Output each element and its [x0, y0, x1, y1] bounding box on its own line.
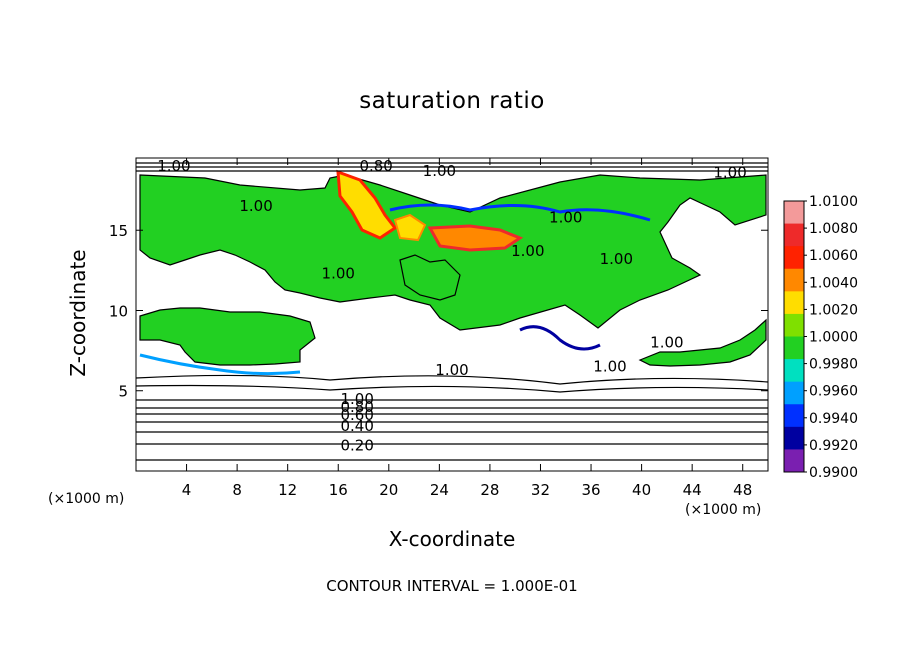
x-tick-label: 4	[182, 481, 192, 499]
x-tick-label: 44	[683, 481, 702, 499]
x-tick-label: 32	[531, 481, 550, 499]
supersaturated-spot	[336, 169, 398, 240]
x-tick-label: 8	[232, 481, 242, 499]
colorbar-label: 1.0020	[809, 302, 858, 318]
saturated-region	[638, 318, 767, 367]
x-tick-label: 16	[329, 481, 348, 499]
x-axis-ticks: 4 8 12 16 20 24 28 32 36 40 44 48	[182, 158, 752, 499]
colorbar-swatch	[784, 313, 804, 337]
contour-label: 0.80	[359, 157, 392, 175]
saturated-region	[139, 307, 316, 366]
colorbar-swatch	[784, 246, 804, 270]
contour-label: 1.00	[511, 242, 544, 260]
x-tick-label: 40	[632, 481, 651, 499]
contour-label: 1.00	[157, 157, 190, 175]
colorbar-swatch	[784, 359, 804, 383]
subsaturated-edge	[389, 203, 651, 222]
colorbar-label: 1.0000	[809, 330, 858, 346]
colorbar-swatch	[784, 426, 804, 450]
contour-label: 1.00	[340, 390, 373, 408]
y-tick-label: 5	[118, 383, 128, 401]
x-axis-label: X-coordinate	[388, 527, 516, 551]
y-axis-ticks: 5 10 15	[109, 222, 768, 401]
colorbar-swatch	[784, 381, 804, 405]
colorbar-label: 0.9940	[809, 411, 858, 427]
x-tick-label: 48	[733, 481, 752, 499]
colorbar-label: 1.0080	[809, 221, 858, 237]
contour-label: 0.60	[340, 406, 373, 424]
colorbar: 1.0100 1.0080 1.0060 1.0040 1.0020 1.0000 0.99…	[783, 194, 858, 481]
x-tick-label: 24	[430, 481, 449, 499]
contour-line	[136, 374, 768, 385]
x-unit-label-left: (×1000 m)	[48, 491, 125, 507]
colorbar-label: 1.0040	[809, 275, 858, 291]
low-level-contours	[136, 162, 768, 461]
colorbar-label: 1.0100	[809, 194, 858, 210]
saturated-regions	[139, 174, 767, 367]
colorbar-swatch	[784, 223, 804, 247]
saturated-region	[399, 254, 461, 301]
contour-label: 1.00	[322, 265, 355, 283]
contour-label: 1.00	[435, 361, 468, 379]
contour-label: 0.20	[340, 436, 373, 454]
contour-line	[136, 384, 768, 393]
contour-label: 1.00	[423, 162, 456, 180]
subsaturated-edges	[139, 203, 651, 376]
contour-label: 1.00	[600, 250, 633, 268]
subsaturated-edge	[139, 353, 301, 376]
contour-label: 0.80	[340, 398, 373, 416]
chart-title: saturation ratio	[359, 88, 545, 114]
contour-label: 1.00	[549, 208, 582, 226]
x-tick-label: 36	[581, 481, 600, 499]
colorbar-swatch	[784, 201, 804, 225]
contour-interval-note: CONTOUR INTERVAL = 1.000E-01	[326, 577, 578, 595]
x-tick-label: 20	[379, 481, 398, 499]
plot-frame	[135, 157, 769, 472]
subsaturated-edge	[519, 325, 601, 351]
supersaturated-spots	[336, 169, 524, 252]
x-unit-label-right: (×1000 m)	[685, 502, 762, 518]
contour-label: 1.00	[713, 163, 746, 181]
colorbar-swatch	[784, 291, 804, 315]
colorbar-label: 0.9920	[809, 438, 858, 454]
contour-label: 1.00	[650, 334, 683, 352]
supersaturated-spot	[393, 213, 427, 242]
contour-label: 0.40	[340, 417, 373, 435]
y-tick-label: 10	[109, 302, 128, 320]
y-tick-label: 15	[109, 222, 128, 240]
colorbar-label: 0.9900	[809, 465, 858, 481]
colorbar-swatch	[784, 268, 804, 292]
plot-field: 1.00 0.80 1.00 1.001.001.001.00 1.001.001.00…	[136, 157, 768, 471]
contour-label: 1.00	[593, 358, 626, 376]
contour-labels: 1.00 0.80 1.00 1.001.001.001.00 1.001.001.00…	[157, 157, 747, 454]
x-tick-label: 12	[278, 481, 297, 499]
supersaturated-spot	[427, 224, 524, 252]
colorbar-swatch	[784, 449, 804, 473]
colorbar-swatch	[784, 404, 804, 428]
colorbar-label: 1.0060	[809, 248, 858, 264]
colorbar-label: 0.9960	[809, 384, 858, 400]
colorbar-swatch	[784, 336, 804, 360]
colorbar-label: 0.9980	[809, 357, 858, 373]
contour-label: 1.00	[239, 197, 272, 215]
x-tick-label: 28	[480, 481, 499, 499]
